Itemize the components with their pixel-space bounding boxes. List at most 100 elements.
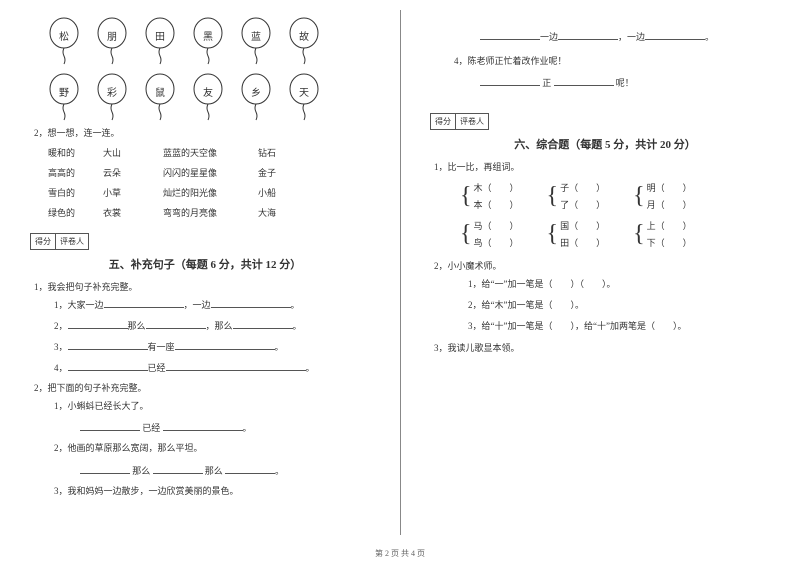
blank[interactable] <box>104 298 184 308</box>
blank[interactable] <box>80 464 130 474</box>
text: 4， <box>54 363 68 373</box>
column-divider <box>400 10 401 535</box>
question-2-label: 2，想一想，连一连。 <box>34 126 380 139</box>
blank[interactable] <box>480 30 540 40</box>
match-cell: 金子 <box>258 166 308 179</box>
s6-q1: 1，比一比，再组词。 <box>434 160 780 173</box>
brace-icon: { <box>547 184 559 208</box>
marker-cell: 评卷人 <box>56 233 89 250</box>
brace-group: {木（ ）本（ ） <box>460 181 519 211</box>
brace-group: {明（ ）月（ ） <box>633 181 692 211</box>
text: 那么 <box>128 321 146 331</box>
balloon-item: 朋 <box>96 16 128 66</box>
text: 2， <box>54 321 68 331</box>
blank[interactable] <box>480 76 540 86</box>
brace-item: 下（ ） <box>647 236 692 249</box>
blank[interactable] <box>153 464 203 474</box>
brace-row-2: {马（ ）鸟（ ） {国（ ）田（ ） {上（ ）下（ ） <box>460 219 780 249</box>
blank[interactable] <box>558 30 618 40</box>
section-6-title: 六、综合题（每题 5 分，共计 20 分） <box>430 136 780 152</box>
text: 那么 <box>132 466 150 476</box>
brace-item: 本（ ） <box>474 198 519 211</box>
blank[interactable] <box>163 421 243 431</box>
text: 正 <box>542 78 551 88</box>
match-cell: 灿烂的阳光像 <box>163 186 258 199</box>
s5-q2-4-ans: 正 呢！ <box>480 76 780 89</box>
balloon-char: 乡 <box>240 84 272 99</box>
balloon-char: 蓝 <box>240 28 272 43</box>
balloon-item: 田 <box>144 16 176 66</box>
score-cell: 得分 <box>430 113 456 130</box>
page-footer: 第 2 页 共 4 页 <box>0 548 800 559</box>
blank[interactable] <box>211 298 291 308</box>
brace-group: {上（ ） 下（ ） <box>633 219 692 249</box>
brace-item: 鸟（ ） <box>474 236 519 249</box>
s5-q2-1: 1，小蝌蚪已经长大了。 <box>54 398 380 415</box>
blank[interactable] <box>146 319 206 329</box>
balloon-char: 黑 <box>192 28 224 43</box>
match-cell: 钻石 <box>258 146 308 159</box>
score-box: 得分 评卷人 <box>430 113 780 130</box>
brace-item: 上（ ） <box>647 219 692 232</box>
s5-q1-line4: 4，已经。 <box>54 360 380 377</box>
match-cell: 大山 <box>103 146 163 159</box>
blank[interactable] <box>175 340 275 350</box>
s6-q2-3: 3，给“十”加一笔是（ ），给“十”加两笔是（ ）。 <box>468 318 780 335</box>
balloon-item: 彩 <box>96 72 128 122</box>
blank[interactable] <box>166 361 306 371</box>
blank[interactable] <box>645 30 705 40</box>
s5-q2-1-ans: 已经 。 <box>80 421 380 434</box>
s5-q1-line2: 2，那么，那么。 <box>54 318 380 335</box>
s5-q2-2-ans: 那么 那么 。 <box>80 464 380 477</box>
text: 有一座 <box>148 342 175 352</box>
brace-item: 明（ ） <box>647 181 692 194</box>
balloon-item: 蓝 <box>240 16 272 66</box>
blank[interactable] <box>68 319 128 329</box>
balloon-item: 乡 <box>240 72 272 122</box>
match-cell: 大海 <box>258 206 308 219</box>
text: ，一边 <box>618 32 645 42</box>
s5-q2-2: 2，他画的草原那么宽阔，那么平坦。 <box>54 440 380 457</box>
s6-q3: 3，我读儿歌显本领。 <box>434 341 780 354</box>
match-cell: 高高的 <box>48 166 103 179</box>
blank[interactable] <box>80 421 140 431</box>
match-cell: 蓝蓝的天空像 <box>163 146 258 159</box>
section-5-title: 五、补充句子（每题 6 分，共计 12 分） <box>30 256 380 272</box>
s5-q2: 2，把下面的句子补充完整。 <box>34 381 380 394</box>
match-cell: 小草 <box>103 186 163 199</box>
s5-q1-line1: 1，大家一边，一边。 <box>54 297 380 314</box>
s5-q1-line3: 3，有一座。 <box>54 339 380 356</box>
balloon-item: 松 <box>48 16 80 66</box>
balloon-item: 黑 <box>192 16 224 66</box>
brace-icon: { <box>633 222 645 246</box>
balloon-item: 天 <box>288 72 320 122</box>
brace-item: 子（ ） <box>560 181 605 194</box>
brace-group: {马（ ）鸟（ ） <box>460 219 519 249</box>
brace-icon: { <box>547 222 559 246</box>
match-cell: 雪白的 <box>48 186 103 199</box>
text: 3， <box>54 342 68 352</box>
blank[interactable] <box>225 464 275 474</box>
s5-q2-4: 4，陈老师正忙着改作业呢！ <box>454 53 780 70</box>
match-row: 暖和的大山蓝蓝的天空像钻石 <box>48 146 380 159</box>
brace-row-1: {木（ ）本（ ） {子（ ）了（ ） {明（ ）月（ ） <box>460 181 780 211</box>
match-row: 高高的云朵闪闪的星星像金子 <box>48 166 380 179</box>
balloon-item: 野 <box>48 72 80 122</box>
balloon-row-1: 松 朋 田 黑 蓝 故 <box>48 16 380 66</box>
balloon-item: 鼠 <box>144 72 176 122</box>
blank[interactable] <box>68 340 148 350</box>
blank[interactable] <box>68 361 148 371</box>
score-cell: 得分 <box>30 233 56 250</box>
balloon-item: 故 <box>288 16 320 66</box>
brace-group: {子（ ）了（ ） <box>547 181 606 211</box>
blank[interactable] <box>554 76 614 86</box>
blank[interactable] <box>233 319 293 329</box>
text: 呢！ <box>616 78 634 88</box>
s5-q2-3: 3，我和妈妈一边散步，一边欣赏美丽的景色。 <box>54 483 380 500</box>
match-cell: 闪闪的星星像 <box>163 166 258 179</box>
balloon-char: 友 <box>192 84 224 99</box>
brace-item: 田（ ） <box>560 236 605 249</box>
balloon-char: 故 <box>288 28 320 43</box>
score-box: 得分 评卷人 <box>30 233 380 250</box>
match-cell: 云朵 <box>103 166 163 179</box>
